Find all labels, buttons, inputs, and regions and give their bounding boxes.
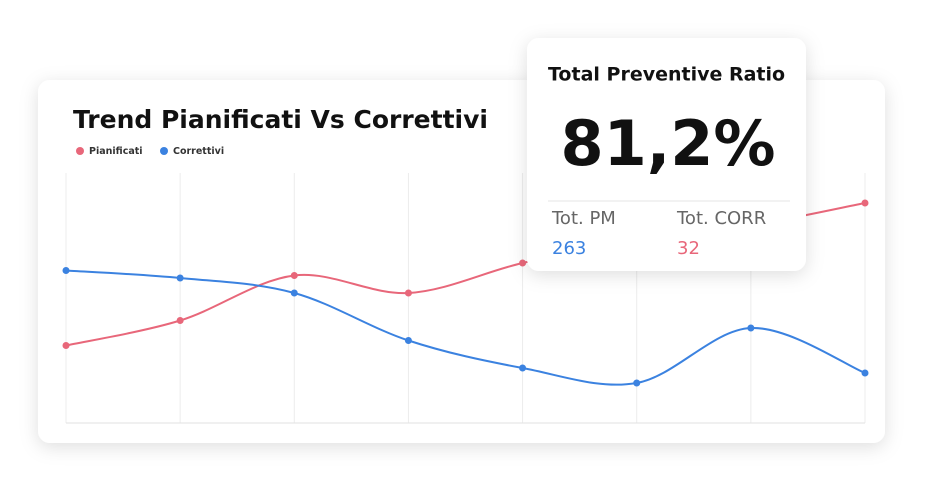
legend: Pianificati Correttivi (76, 146, 224, 157)
data-point (519, 364, 527, 372)
kpi-item-label: Tot. PM (551, 208, 616, 229)
data-point (747, 324, 755, 332)
data-point (62, 342, 70, 349)
kpi-card: Total Preventive Ratio 81,2% Tot. PM 263 T… (527, 38, 806, 271)
kpi-value: 81,2% (560, 107, 775, 180)
legend-marker (160, 147, 168, 155)
legend-label: Pianificati (89, 146, 143, 157)
data-point (633, 379, 641, 387)
data-point (176, 274, 184, 282)
series-line (65, 269, 866, 386)
data-point (404, 337, 412, 344)
data-point (861, 199, 869, 207)
kpi-background (527, 38, 806, 271)
data-point (290, 272, 298, 279)
data-point (519, 259, 527, 267)
chart-title: Trend Pianificati Vs Correttivi (73, 105, 488, 134)
legend-marker (76, 147, 84, 155)
legend-label: Correttivi (173, 146, 224, 157)
kpi-title: Total Preventive Ratio (548, 64, 785, 86)
data-point (290, 289, 298, 297)
data-point (176, 317, 184, 324)
data-point (62, 267, 70, 274)
data-point (861, 369, 869, 377)
plot (62, 173, 869, 423)
data-point (404, 289, 412, 297)
kpi-item-value: 32 (677, 238, 700, 259)
kpi-item-value: 263 (552, 238, 586, 259)
kpi-item-label: Tot. CORR (676, 208, 766, 229)
